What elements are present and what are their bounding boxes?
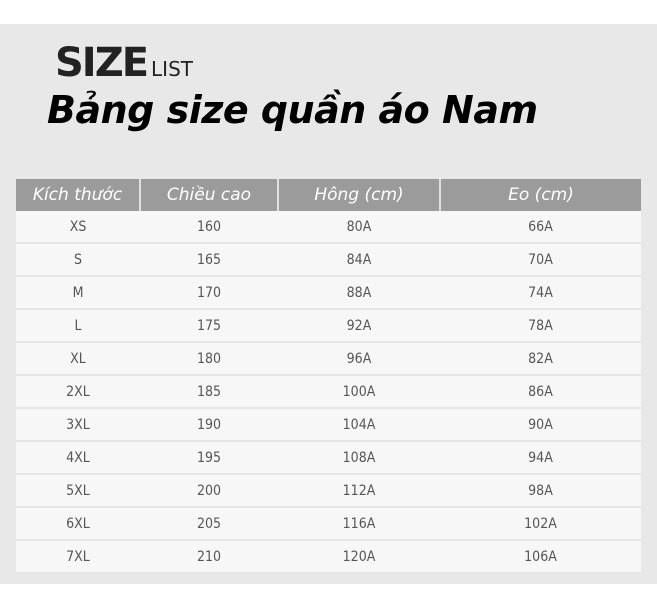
table-cell: 205	[140, 507, 278, 541]
size-table: Kích thước Chiều cao Hông (cm) Eo (cm) XS 16…	[16, 179, 641, 574]
table-cell: 195	[140, 441, 278, 475]
table-row: 2XL 185 100A 86A	[16, 375, 641, 409]
table-row: M 170 88A 74A	[16, 276, 641, 310]
table-cell: 160	[140, 211, 278, 244]
table-cell: 4XL	[16, 441, 140, 475]
table-cell: 96A	[278, 342, 440, 376]
table-cell: 7XL	[16, 540, 140, 574]
table-cell: 88A	[278, 276, 440, 310]
table-cell: 94A	[440, 441, 641, 475]
size-list-logo: SIZE LIST	[55, 40, 193, 86]
table-cell: 90A	[440, 408, 641, 442]
column-header: Eo (cm)	[440, 179, 641, 211]
table-cell: 6XL	[16, 507, 140, 541]
table-row: XL 180 96A 82A	[16, 342, 641, 376]
table-cell: 74A	[440, 276, 641, 310]
table-cell: 106A	[440, 540, 641, 574]
table-header: Kích thước Chiều cao Hông (cm) Eo (cm)	[16, 179, 641, 211]
column-header: Chiều cao	[140, 179, 279, 211]
table-cell: 102A	[440, 507, 641, 541]
table-cell: 3XL	[16, 408, 140, 442]
table-cell: 92A	[278, 309, 440, 343]
table-cell: 210	[140, 540, 278, 574]
table-row: 5XL 200 112A 98A	[16, 474, 641, 508]
table-cell: 78A	[440, 309, 641, 343]
table-cell: 116A	[278, 507, 440, 541]
table-cell: 200	[140, 474, 278, 508]
column-header: Kích thước	[16, 179, 141, 211]
table-cell: 185	[140, 375, 278, 409]
table-cell: 180	[140, 342, 278, 376]
table-cell: 70A	[440, 243, 641, 277]
table-cell: 2XL	[16, 375, 140, 409]
table-cell: 82A	[440, 342, 641, 376]
logo-list: LIST	[151, 57, 193, 81]
table-cell: 80A	[278, 211, 440, 244]
page-title: Bảng size quần áo Nam	[47, 88, 538, 132]
table-row: 7XL 210 120A 106A	[16, 540, 641, 574]
table-cell: 86A	[440, 375, 641, 409]
table-row: 4XL 195 108A 94A	[16, 441, 641, 475]
table-row: S 165 84A 70A	[16, 243, 641, 277]
table-cell: XS	[16, 211, 140, 244]
table-cell: 175	[140, 309, 278, 343]
table-cell: S	[16, 243, 140, 277]
table-cell: 104A	[278, 408, 440, 442]
table-cell: XL	[16, 342, 140, 376]
table-cell: 5XL	[16, 474, 140, 508]
table-row: 3XL 190 104A 90A	[16, 408, 641, 442]
table-cell: 112A	[278, 474, 440, 508]
logo-size: SIZE	[55, 40, 149, 86]
table-row: L 175 92A 78A	[16, 309, 641, 343]
table-cell: 170	[140, 276, 278, 310]
table-cell: 190	[140, 408, 278, 442]
table-cell: L	[16, 309, 140, 343]
table-row: XS 160 80A 66A	[16, 211, 641, 244]
table-cell: 98A	[440, 474, 641, 508]
table-cell: 165	[140, 243, 278, 277]
table-cell: 100A	[278, 375, 440, 409]
table-row: 6XL 205 116A 102A	[16, 507, 641, 541]
table-cell: M	[16, 276, 140, 310]
column-header: Hông (cm)	[278, 179, 441, 211]
table-cell: 108A	[278, 441, 440, 475]
table-cell: 120A	[278, 540, 440, 574]
table-cell: 84A	[278, 243, 440, 277]
table-cell: 66A	[440, 211, 641, 244]
